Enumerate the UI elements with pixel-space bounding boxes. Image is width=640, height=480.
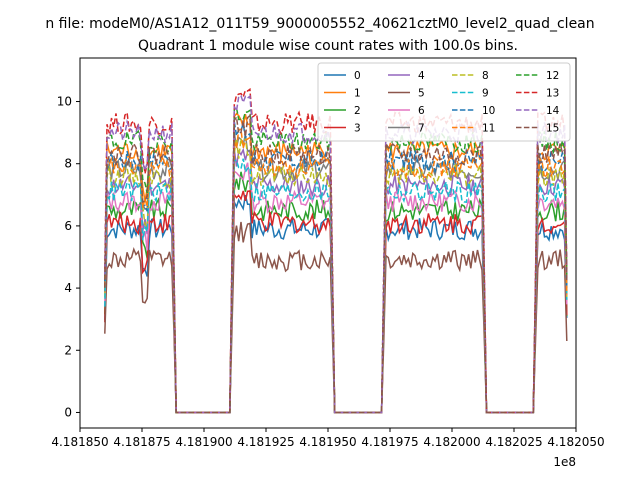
y-tick-label: 8 [64,157,72,171]
legend-label-8: 8 [482,70,489,82]
x-tick-label: 4.181900 [175,435,232,449]
x-tick-label: 4.181925 [237,435,294,449]
legend-label-4: 4 [418,70,425,82]
legend-label-7: 7 [418,123,425,135]
legend-box [317,62,571,142]
x-tick-label: 4.182025 [485,435,542,449]
y-axis: 0 2 4 6 8 10 [57,95,80,419]
series-layer [104,87,568,414]
legend-label-15: 15 [546,123,559,135]
legend-label-9: 9 [482,88,489,100]
legend-label-3: 3 [354,123,361,135]
x-tick-label: 4.181950 [299,435,356,449]
legend-label-11: 11 [482,123,495,135]
legend-label-5: 5 [418,88,425,100]
y-tick-label: 6 [64,219,72,233]
legend-label-12: 12 [546,70,559,82]
x-tick-label: 4.181850 [51,435,108,449]
x-tick-label: 4.181875 [113,435,170,449]
legend-label-14: 14 [546,105,560,117]
x-offset-label: 1e8 [553,455,576,469]
x-tick-label: 4.182050 [547,435,604,449]
legend-label-6: 6 [418,105,425,117]
x-tick-label: 4.181975 [361,435,418,449]
y-tick-label: 4 [64,281,72,295]
legend-label-10: 10 [482,105,495,117]
legend-label-1: 1 [354,88,361,100]
x-axis: 4.181850 4.181875 4.181900 4.181925 4.181950… [51,428,605,449]
y-tick-label: 2 [64,343,72,357]
chart-suptitle: n file: modeM0/AS1A12_011T59_9000005552_… [45,16,594,32]
legend-label-0: 0 [354,70,361,82]
y-tick-label: 0 [64,405,72,419]
legend-label-2: 2 [354,105,361,117]
y-tick-label: 10 [57,95,72,109]
series-line-15 [104,114,568,414]
legend-label-13: 13 [546,88,559,100]
x-tick-label: 4.182000 [423,435,480,449]
chart-title: Quadrant 1 module wise count rates with … [138,38,518,54]
